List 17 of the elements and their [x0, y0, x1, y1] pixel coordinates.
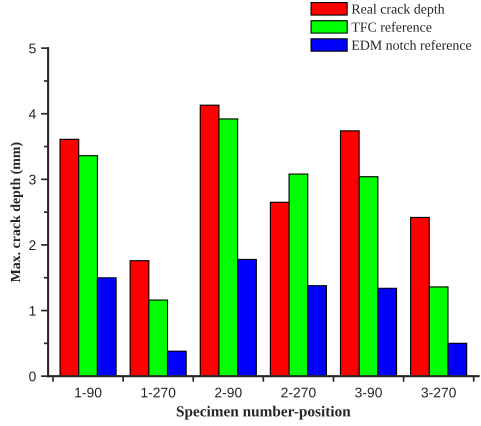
legend-label: Real crack depth	[352, 4, 444, 17]
legend-label: TFC reference	[352, 22, 432, 32]
x-tick-label: 3-90	[355, 388, 382, 398]
y-tick-label: 2	[29, 240, 36, 250]
legend-label: EDM notch reference	[352, 40, 472, 50]
y-tick-label: 1	[30, 306, 36, 316]
x-tick-label: 1-90	[75, 388, 102, 398]
y-tick-label: 5	[29, 44, 36, 54]
x-tick-label: 1-270	[141, 388, 176, 398]
y-tick-label: 4	[28, 109, 36, 119]
x-tick-label: 2-90	[215, 388, 242, 398]
y-tick-label: 0	[29, 371, 36, 382]
x-tick-label: 3-270	[421, 388, 456, 398]
x-axis-title: Specimen number-position	[176, 406, 350, 420]
x-tick-label: 2-270	[281, 388, 316, 398]
y-tick-label: 3	[29, 174, 36, 185]
y-axis-title: Max. crack depth (mm)	[10, 142, 24, 282]
